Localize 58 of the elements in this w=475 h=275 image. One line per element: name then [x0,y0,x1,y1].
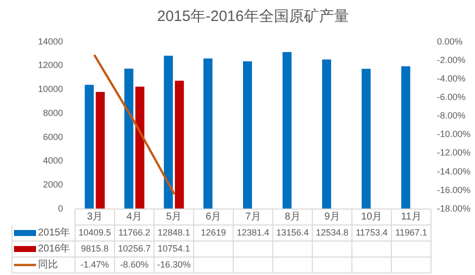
data-label: -16.30% [157,259,191,270]
x-tick-label: 11月 [401,212,422,223]
x-tick-label: 6月 [206,212,222,223]
y-tick-label: 4000 [42,156,63,166]
bar [203,58,212,209]
y-tick-label: 14000 [38,36,63,46]
bar [401,66,410,209]
x-tick-label: 8月 [284,212,300,223]
bar [164,56,173,209]
data-label: 12619 [200,227,226,238]
bar [84,84,94,209]
bar [362,68,371,209]
y2-tick-label: -2.00% [437,54,466,65]
legend-label: 2016年 [38,242,70,255]
bar [322,59,332,209]
data-label: 12381.4 [236,227,270,238]
x-tick-label: 5月 [166,212,182,223]
y-tick-label: 2000 [42,180,63,190]
bar [174,80,184,209]
y-tick-label: 0 [58,203,63,214]
y-tick-label: 8000 [42,108,63,118]
y2-tick-label: -16.00% [437,184,471,195]
x-tick-label: 9月 [324,212,340,223]
data-label: 11753.4 [356,227,388,238]
bar [96,92,105,209]
x-tick-label: 10月 [361,212,382,223]
y2-tick-label: -18.00% [437,203,471,214]
legend-label: 2015年 [38,226,70,239]
y2-tick-label: -6.00% [437,92,466,102]
data-label: 13156.4 [276,227,309,238]
y2-tick-label: -14.00% [437,166,471,176]
x-tick-label: 7月 [245,212,261,223]
bar [135,86,144,209]
data-label: 10409.5 [78,227,112,238]
y2-tick-label: -10.00% [437,129,471,140]
y2-tick-label: 0.00% [437,36,463,46]
data-label: 11766.2 [118,227,150,238]
x-tick-label: 4月 [126,212,142,223]
data-label: 12848.1 [158,227,190,238]
data-label: -1.47% [80,259,110,270]
data-label: 10754.1 [158,243,190,254]
y2-tick-label: -8.00% [437,110,466,121]
data-label: 9815.8 [81,243,109,254]
x-tick-label: 3月 [86,212,103,223]
y-tick-label: 12000 [38,60,63,70]
bar [282,52,292,209]
y2-tick-label: -4.00% [437,73,466,84]
bar [243,61,252,209]
y-tick-label: 10000 [38,84,63,94]
data-label: -8.60% [120,259,149,270]
data-label: 11967.1 [395,227,428,238]
y-tick-label: 6000 [42,132,63,142]
data-label: 10256.7 [118,243,151,254]
data-label: 12534.8 [316,227,348,238]
legend-label: 同比 [38,258,58,271]
chart-title: 2015年-2016年全国原矿产量 [157,8,349,25]
y2-tick-label: -12.00% [437,148,471,158]
bar [124,68,134,209]
